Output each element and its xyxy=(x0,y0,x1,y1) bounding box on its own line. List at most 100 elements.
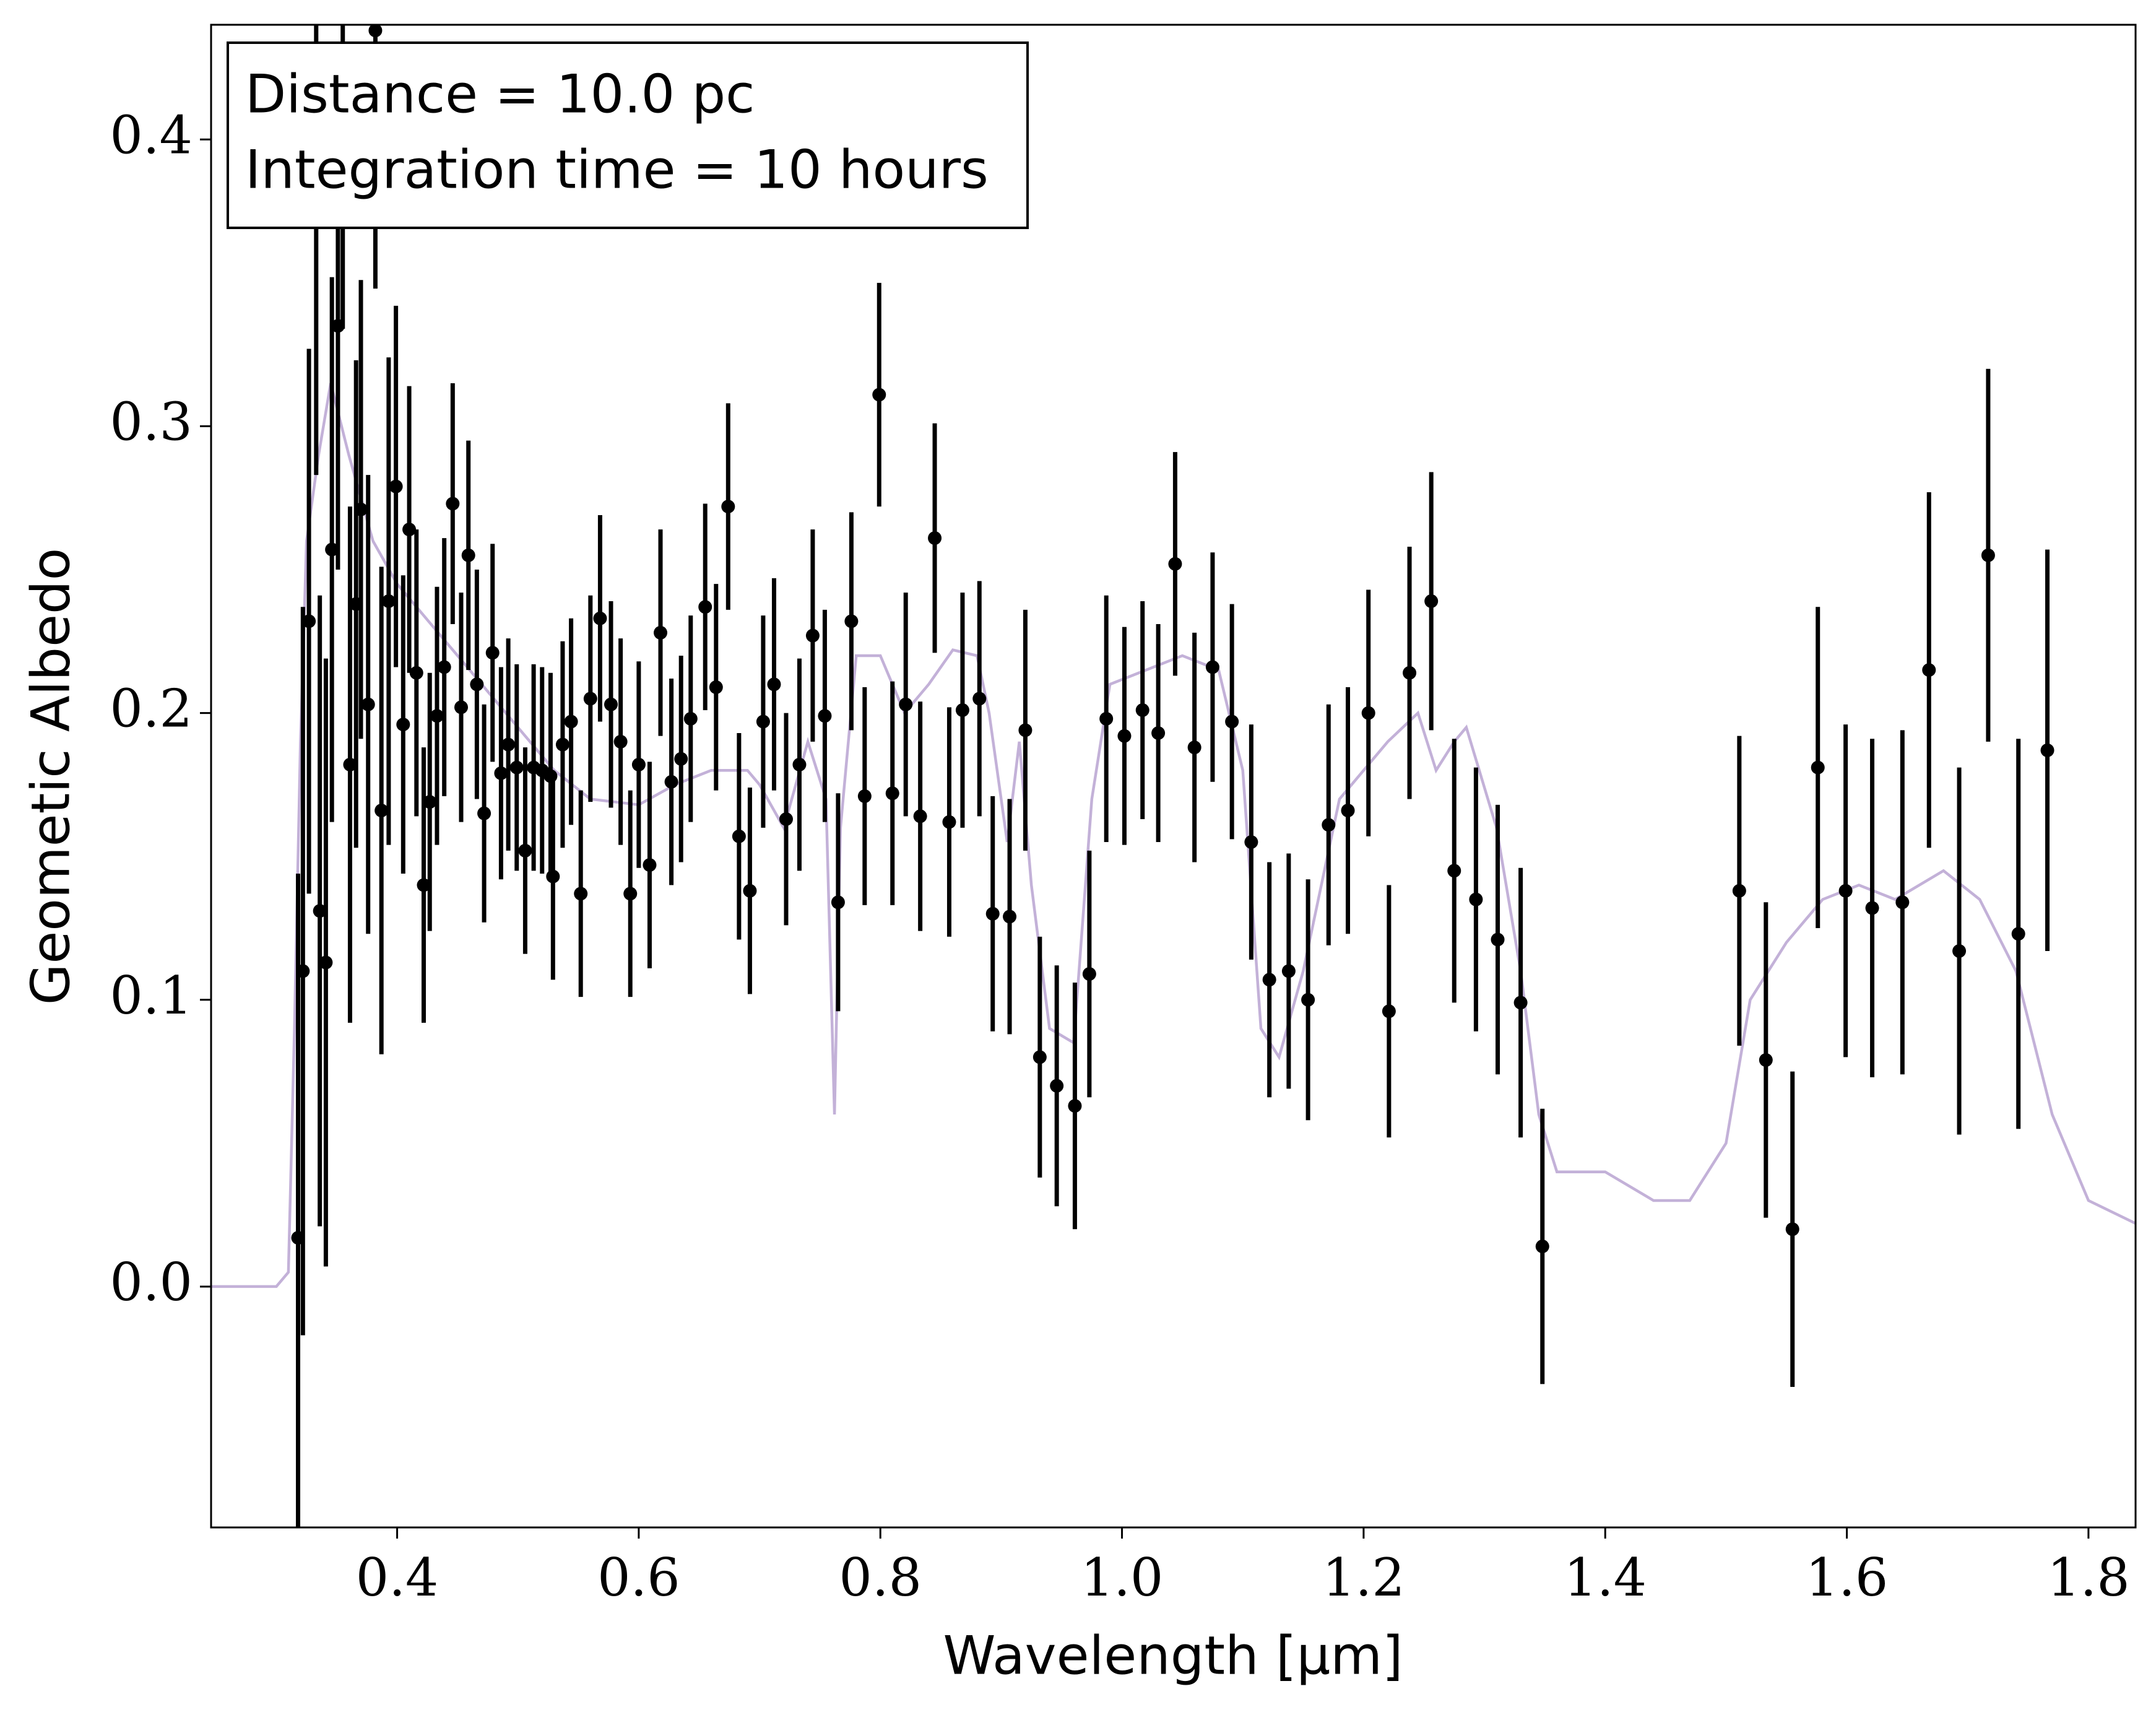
data-point xyxy=(423,795,437,809)
data-point xyxy=(409,666,423,680)
data-point xyxy=(1361,706,1375,720)
data-point xyxy=(1281,964,1296,978)
axes-frame xyxy=(210,24,2137,1529)
data-point xyxy=(872,388,886,402)
data-point xyxy=(1424,594,1439,608)
data-point xyxy=(2040,743,2054,757)
data-point xyxy=(1785,1222,1799,1236)
data-point xyxy=(1341,804,1355,818)
data-point xyxy=(1469,892,1483,906)
data-point xyxy=(354,502,368,516)
data-point xyxy=(709,680,723,694)
data-point xyxy=(555,737,569,752)
data-point xyxy=(721,500,735,514)
annotation-box xyxy=(227,41,1029,229)
data-point xyxy=(477,806,491,820)
data-point xyxy=(1732,884,1746,898)
data-point xyxy=(604,697,618,711)
data-point xyxy=(1225,714,1239,729)
data-point xyxy=(928,531,942,545)
data-point xyxy=(913,809,927,823)
data-point xyxy=(756,714,770,729)
data-point xyxy=(955,703,969,717)
x-tick-label: 1.0 xyxy=(1081,1547,1164,1608)
data-point xyxy=(593,611,607,625)
data-point xyxy=(470,677,484,692)
data-point xyxy=(1811,760,1825,775)
data-point xyxy=(454,700,468,714)
data-point xyxy=(1301,992,1315,1007)
x-tick-label: 1.8 xyxy=(2047,1547,2130,1608)
data-point xyxy=(743,884,757,898)
x-tick-label: 0.4 xyxy=(356,1547,439,1608)
data-point xyxy=(1082,967,1096,981)
data-point xyxy=(374,804,389,818)
x-tick-label: 0.6 xyxy=(597,1547,680,1608)
y-axis-label: Geometic Albedo xyxy=(20,548,82,1006)
data-point xyxy=(574,887,588,901)
x-axis-label: Wavelength [μm] xyxy=(943,1625,1403,1687)
data-point xyxy=(942,815,956,829)
data-point xyxy=(1033,1050,1047,1064)
data-point xyxy=(1513,996,1528,1010)
data-point xyxy=(1491,932,1505,947)
data-point xyxy=(654,625,668,640)
data-point xyxy=(899,697,913,711)
data-point xyxy=(844,614,859,628)
data-point xyxy=(319,955,333,970)
data-point xyxy=(683,711,698,726)
y-tick-label: 0.2 xyxy=(110,679,193,739)
data-point xyxy=(2011,927,2025,941)
y-tick-label: 0.3 xyxy=(110,391,193,452)
data-point xyxy=(381,594,396,608)
data-point xyxy=(767,677,781,692)
data-point xyxy=(302,614,316,628)
data-point xyxy=(402,523,417,537)
data-point xyxy=(1244,835,1258,849)
data-point xyxy=(583,692,597,706)
data-point xyxy=(698,600,712,614)
data-point xyxy=(1018,723,1033,737)
data-point xyxy=(1205,660,1219,674)
annotation: Integration time = 10 hours xyxy=(245,139,989,201)
data-point xyxy=(313,904,327,918)
data-point xyxy=(1759,1053,1773,1067)
annotation: Distance = 10.0 pc xyxy=(245,63,755,125)
data-point xyxy=(1117,729,1132,743)
data-point xyxy=(792,757,807,771)
data-point xyxy=(543,769,558,783)
x-tick-label: 1.6 xyxy=(1806,1547,1889,1608)
data-point xyxy=(985,906,1000,921)
data-point xyxy=(461,548,475,562)
data-point xyxy=(325,542,339,557)
data-point xyxy=(831,895,845,910)
data-point xyxy=(972,692,987,706)
data-point xyxy=(509,760,524,775)
data-point xyxy=(674,752,688,766)
data-point xyxy=(818,709,832,723)
data-point xyxy=(1135,703,1149,717)
x-tick-label: 1.4 xyxy=(1564,1547,1647,1608)
data-point xyxy=(501,737,516,752)
data-point xyxy=(885,786,899,801)
data-point xyxy=(1262,973,1276,987)
data-point xyxy=(430,709,444,723)
data-point xyxy=(1895,895,1910,910)
y-tick-label: 0.1 xyxy=(110,965,193,1026)
data-point xyxy=(631,757,646,771)
data-point xyxy=(805,628,820,643)
data-point xyxy=(518,843,532,858)
data-point xyxy=(1838,884,1853,898)
data-point xyxy=(1187,741,1201,755)
data-point xyxy=(343,757,357,771)
data-point xyxy=(1003,910,1017,924)
data-point xyxy=(1981,548,1995,562)
data-point xyxy=(417,878,431,892)
data-point xyxy=(446,497,460,511)
data-point xyxy=(494,766,508,780)
y-tick-label: 0.4 xyxy=(110,105,193,165)
data-point xyxy=(1382,1004,1396,1019)
